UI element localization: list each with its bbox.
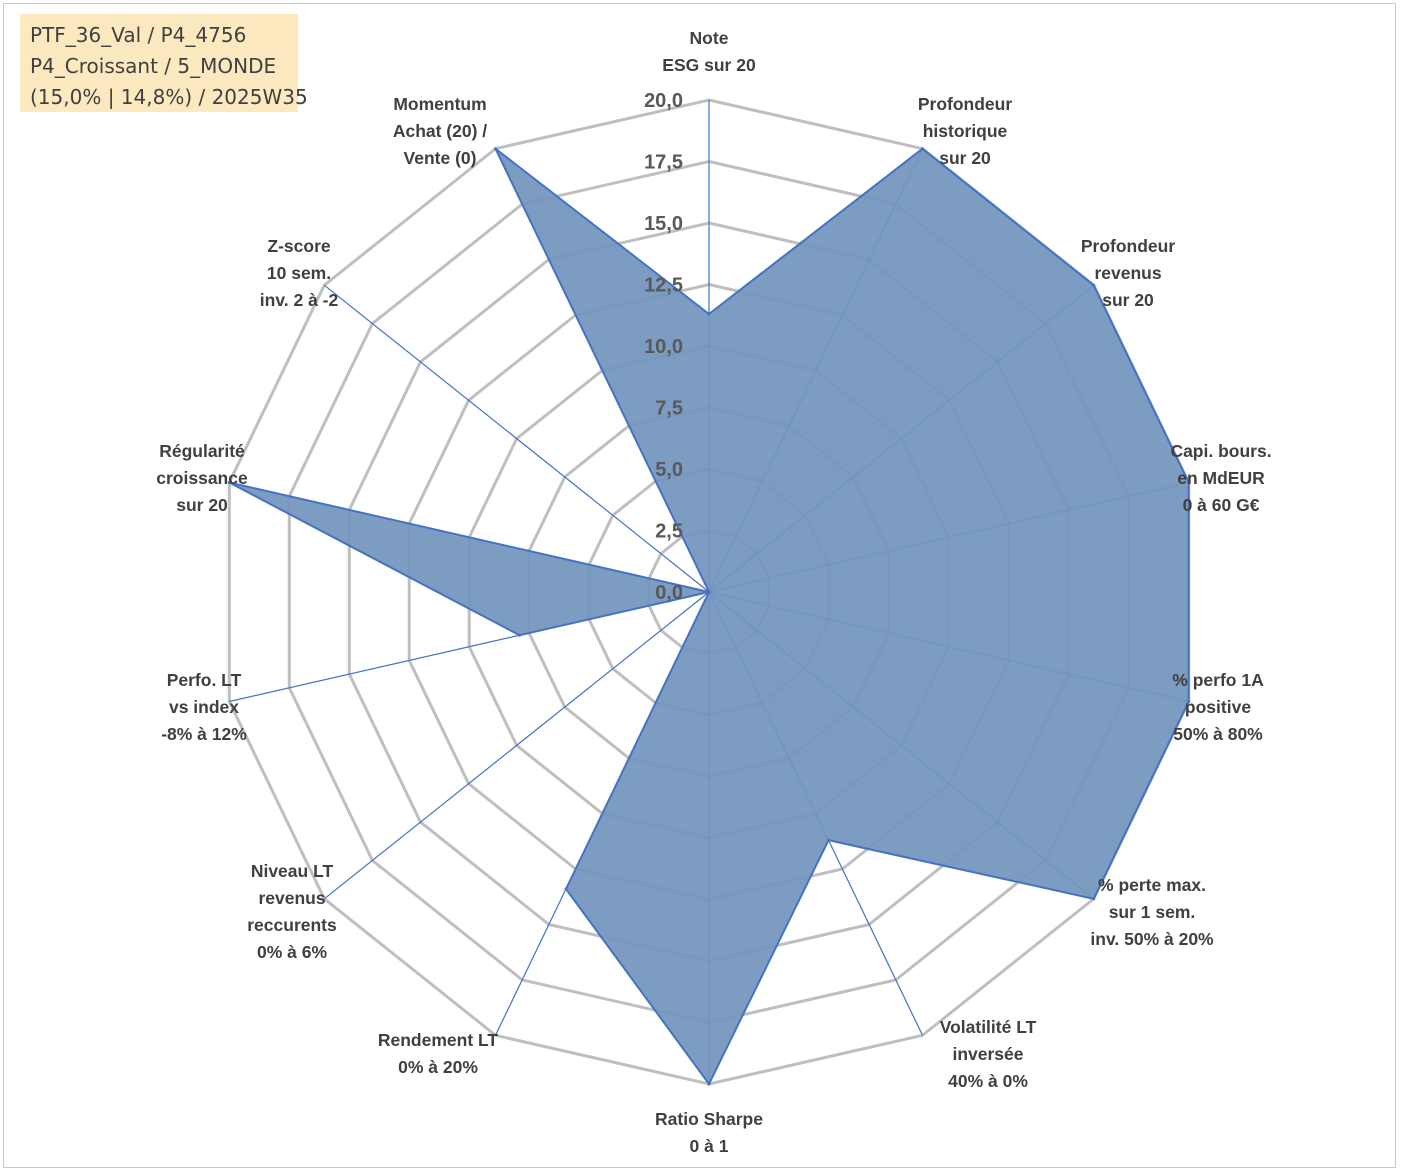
series-point: [227, 481, 231, 484]
axis-label: % perfo 1A positive 50% à 80%: [1172, 670, 1264, 744]
tick-label: 12,5: [644, 275, 683, 297]
axis-label: Ratio Sharpe 0 à 1: [655, 1109, 763, 1156]
axis-label: Régularité croissance sur 20: [156, 441, 248, 515]
tick-label: 15,0: [644, 213, 683, 235]
axis-label: Perfo. LT vs index -8% à 12%: [161, 670, 247, 744]
radar-axis-labels: Note ESG sur 20 Profondeur historique sur 20…: [156, 28, 1271, 1156]
series-point: [1092, 283, 1096, 287]
tick-label: 0,0: [655, 582, 683, 604]
axis-label: Profondeur historique sur 20: [918, 94, 1012, 168]
chart-frame: [3, 3, 1396, 1168]
series-point: [921, 147, 924, 151]
tick-label: 20,0: [644, 90, 683, 112]
tick-label: 7,5: [655, 398, 683, 420]
axis-label: Capi. bours. en MdEUR 0 à 60 G€: [1170, 441, 1271, 515]
axis-label: % perte max. sur 1 sem. inv. 50% à 20%: [1090, 875, 1214, 949]
tick-label: 17,5: [644, 152, 683, 174]
info-line-profile: P4_Croissant / 5_MONDE: [30, 54, 277, 78]
tick-label: 5,0: [655, 459, 683, 481]
series-point: [1187, 481, 1191, 484]
series-point: [707, 590, 711, 594]
radar-series: [227, 147, 1191, 1086]
axis-label: Volatilité LT inversée 40% à 0%: [940, 1017, 1037, 1091]
series-point: [518, 633, 521, 637]
series-point: [1092, 897, 1096, 901]
axis-label: Note ESG sur 20: [662, 28, 756, 75]
info-line-portfolio: PTF_36_Val / P4_4756: [30, 23, 247, 47]
info-line-performance: (15,0% | 14,8%) / 2025W35: [30, 85, 308, 109]
axis-label: Rendement LT 0% à 20%: [378, 1030, 499, 1077]
axis-label: Niveau LT revenus reccurents 0% à 6%: [247, 861, 337, 962]
tick-label: 10,0: [644, 336, 683, 358]
series-point: [1187, 700, 1191, 703]
series-point: [494, 147, 497, 151]
axis-label: Profondeur revenus sur 20: [1081, 236, 1175, 310]
series-point: [564, 887, 568, 891]
series-point: [707, 312, 711, 316]
axis-spoke: [323, 591, 710, 900]
series-point: [827, 838, 830, 842]
axis-label: Z-score 10 sem. inv. 2 à -2: [260, 236, 339, 310]
axis-spoke: [323, 284, 710, 593]
series-point: [707, 1082, 711, 1086]
axis-label: Momentum Achat (20) / Vente (0): [393, 94, 487, 168]
tick-label: 2,5: [655, 521, 683, 543]
portfolio-info-box: PTF_36_Val / P4_4756 P4_Croissant / 5_MO…: [20, 14, 308, 112]
radar-tick-labels: 0,0 2,5 5,0 7,5 10,0 12,5 15,0 17,5 20,0: [644, 90, 683, 604]
